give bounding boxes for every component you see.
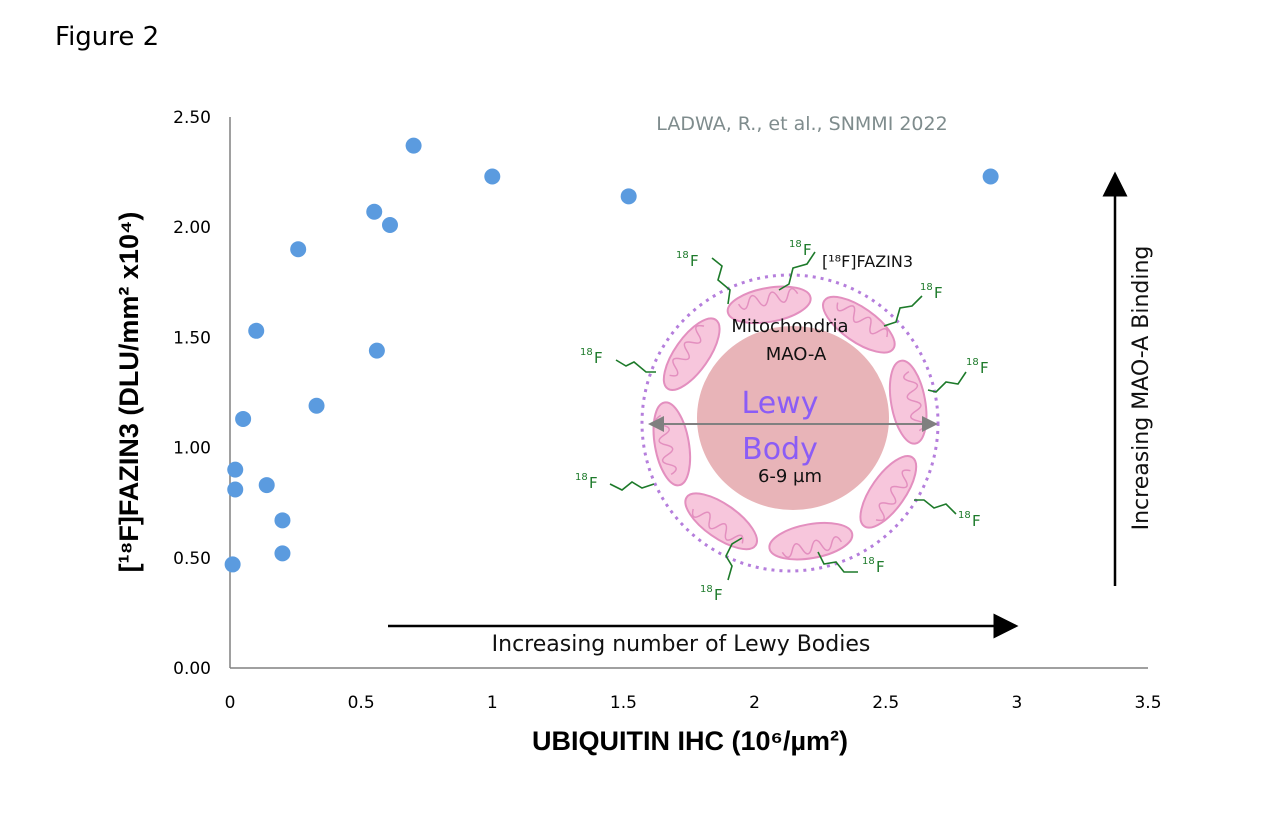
mitochondrion-shape — [652, 401, 692, 487]
tracer-18f-label: 18 F — [700, 537, 743, 604]
svg-text:F: F — [972, 512, 981, 530]
lewy-body-diagram: 18 F18 F18 F18 F 18 F18 F18 F18 F18 F [¹⁸F]FAZIN3 … — [575, 239, 989, 604]
svg-text:F: F — [589, 474, 598, 492]
svg-text:F: F — [714, 586, 723, 604]
maoa-label: MAO-A — [766, 344, 827, 365]
data-point — [224, 556, 241, 573]
tracer-18f-label: 18 F — [927, 357, 989, 393]
y-tick-label: 2.00 — [173, 218, 211, 238]
tracer-18f-label: 18 F — [778, 239, 816, 291]
x-tick-label: 0.5 — [348, 693, 375, 713]
svg-text:18: 18 — [575, 472, 588, 483]
mitochondrion-shape — [859, 455, 918, 529]
svg-text:18: 18 — [862, 556, 875, 567]
mitochondrion-shape — [662, 317, 721, 391]
tracer-18f-label: 18 F — [817, 551, 885, 576]
data-point — [484, 168, 501, 185]
y-tick-labels: 0.00 0.50 1.00 1.50 2.00 2.50 — [173, 108, 211, 679]
x-tick-label: 0 — [225, 693, 236, 713]
data-point — [290, 241, 307, 258]
lewy-label-line1: Lewy — [742, 386, 819, 421]
x-axis-title: UBIQUITIN IHC (10⁶/µm²) — [532, 726, 848, 756]
mitochondrion-shape — [684, 492, 758, 551]
x-increase-label: Increasing number of Lewy Bodies — [492, 632, 871, 657]
svg-text:18: 18 — [676, 250, 689, 261]
data-point — [235, 410, 252, 427]
data-point — [274, 512, 291, 529]
svg-text:F: F — [690, 252, 699, 270]
data-point — [248, 322, 265, 339]
x-tick-label: 1 — [487, 693, 498, 713]
y-tick-label: 0.00 — [173, 659, 211, 679]
svg-text:F: F — [876, 558, 885, 576]
data-point — [366, 203, 383, 220]
data-point — [274, 545, 291, 562]
mitochondrion-shape — [768, 521, 854, 561]
data-point — [405, 137, 422, 154]
mitochondrion-shape — [726, 285, 812, 325]
data-point — [368, 342, 385, 359]
data-point — [227, 481, 244, 498]
svg-text:F: F — [980, 359, 989, 377]
tracer-18f-label: 18 F — [914, 499, 981, 530]
tracer-18f-label: 18 F — [580, 347, 656, 373]
credit-text: LADWA, R., et al., SNMMI 2022 — [656, 113, 947, 135]
x-tick-label: 2 — [749, 693, 760, 713]
x-tick-label: 3 — [1011, 693, 1022, 713]
mitochondrion-shape — [888, 359, 928, 445]
svg-text:F: F — [934, 284, 943, 302]
data-point — [381, 216, 398, 233]
tracer-18f-label: 18 F — [575, 472, 655, 492]
y-tick-label: 0.50 — [173, 549, 211, 569]
svg-text:18: 18 — [958, 510, 971, 521]
svg-text:18: 18 — [789, 239, 802, 250]
x-tick-label: 1.5 — [610, 693, 637, 713]
svg-text:18: 18 — [700, 584, 713, 595]
figure-label: Figure 2 — [55, 22, 160, 52]
y-tick-label: 1.50 — [173, 328, 211, 348]
data-point — [258, 477, 275, 494]
y-tick-label: 2.50 — [173, 108, 211, 128]
y-increase-label: Increasing MAO-A Binding — [1129, 246, 1154, 531]
svg-text:18: 18 — [966, 357, 979, 368]
mitochondria-ring — [640, 273, 940, 573]
svg-text:18: 18 — [580, 347, 593, 358]
svg-text:18: 18 — [920, 282, 933, 293]
data-point — [982, 168, 999, 185]
tracer-labels: 18 F18 F18 F18 F 18 F18 F18 F18 F18 F — [575, 239, 989, 604]
svg-text:F: F — [594, 349, 603, 367]
data-points — [224, 137, 999, 573]
y-axis-title: [¹⁸F]FAZIN3 (DLU/mm² x10⁴) — [114, 212, 144, 573]
tracer-18f-label: 18 F — [676, 250, 731, 305]
data-point — [308, 397, 325, 414]
tracer-label: [¹⁸F]FAZIN3 — [822, 252, 913, 271]
size-label: 6-9 µm — [758, 466, 822, 487]
lewy-label-line2: Body — [742, 432, 818, 467]
x-tick-label: 3.5 — [1134, 693, 1161, 713]
x-tick-labels: 0 0.5 1 1.5 2 2.5 3 3.5 — [225, 693, 1162, 713]
data-point — [227, 461, 244, 478]
data-point — [620, 188, 637, 205]
tracer-18f-label: 18 F — [883, 282, 943, 327]
x-tick-label: 2.5 — [872, 693, 899, 713]
mitochondrion-shape — [822, 295, 896, 354]
mitochondria-label: Mitochondria — [731, 316, 848, 337]
y-tick-label: 1.00 — [173, 439, 211, 459]
svg-text:F: F — [803, 241, 812, 259]
